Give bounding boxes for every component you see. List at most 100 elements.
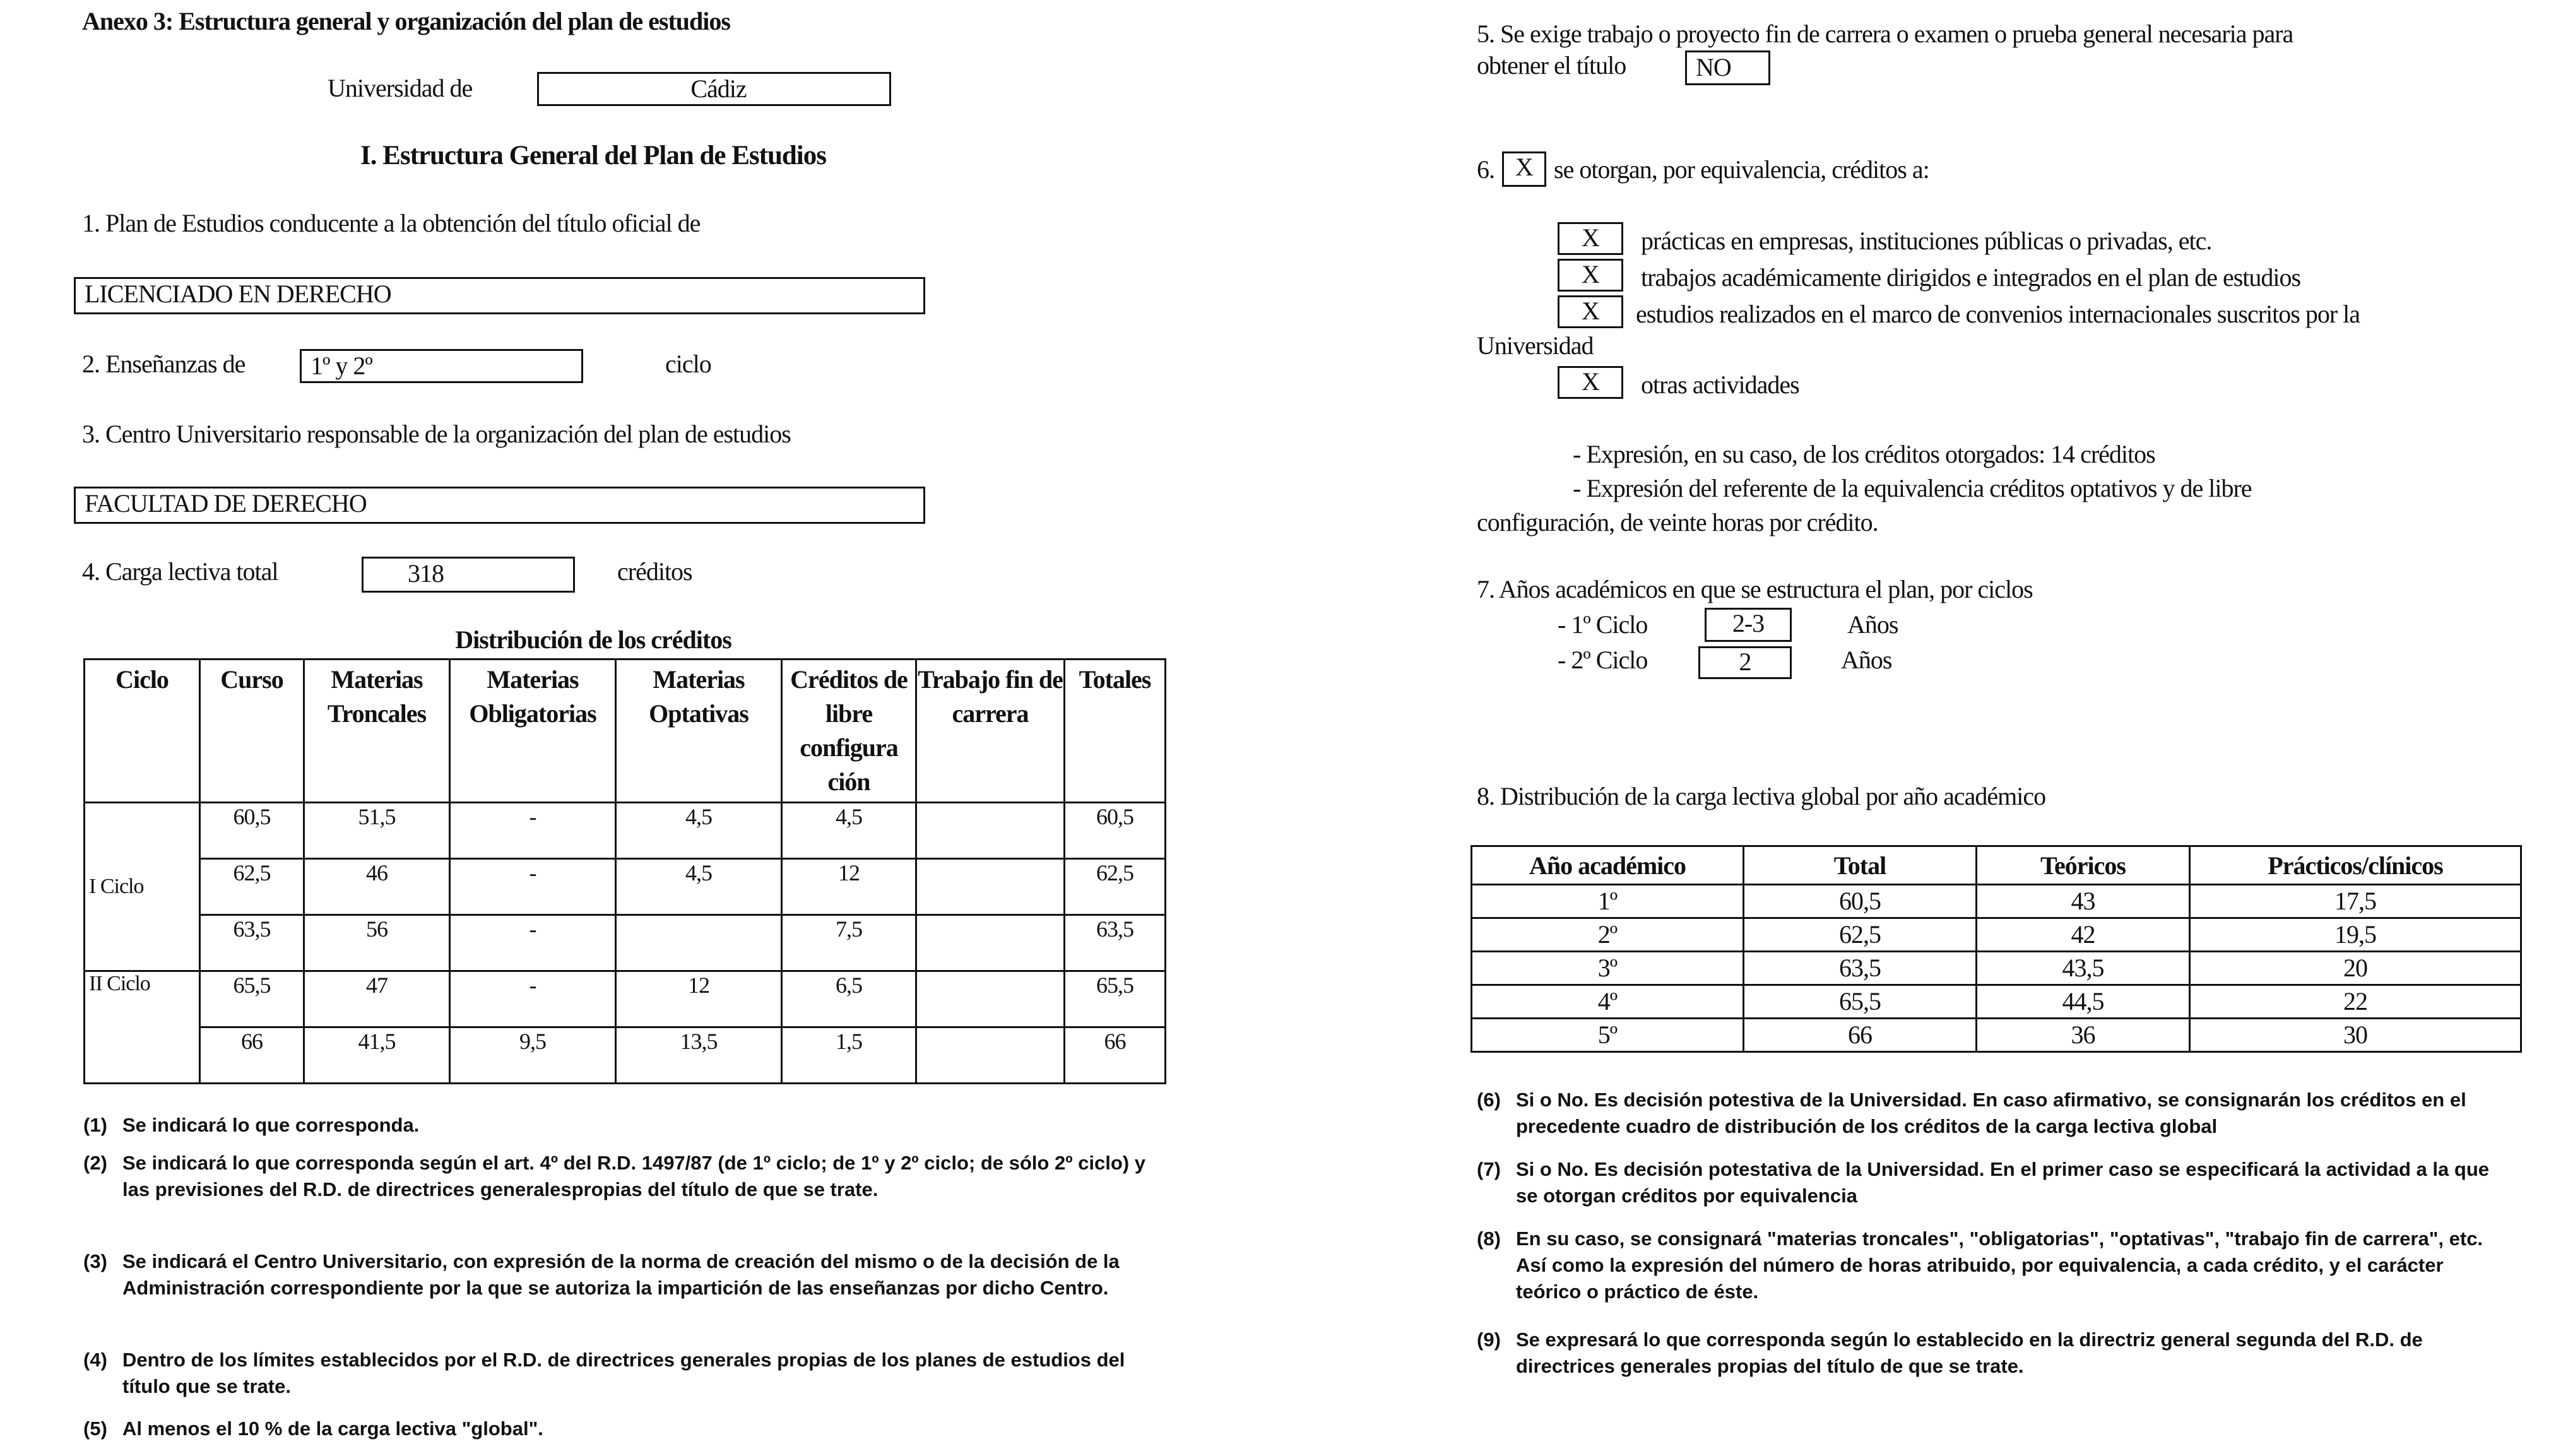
footnote: (6) Si o No. Es decisión potestiva de la … <box>1477 1087 2512 1140</box>
header-practicos: Prácticos/clínicos <box>2189 845 2522 885</box>
footnote: (9) Se expresará lo que corresponda según… <box>1477 1327 2512 1380</box>
q6-number: 6. <box>1477 155 1495 184</box>
cell: 3º <box>1470 950 1744 986</box>
cell: 22 <box>2189 984 2522 1019</box>
center-field: FACULTAD DE DERECHO <box>74 487 925 524</box>
q3-label: 3. Centro Universitario responsable de l… <box>82 420 791 448</box>
cell: 2º <box>1470 917 1744 952</box>
item-otras: otras actividades <box>1641 370 1800 399</box>
header-libre-configuracion: Créditos de libre configura ción <box>781 658 917 803</box>
cell: 62,5 <box>199 858 305 916</box>
table-row: 66 41,5 9,5 13,5 1,5 66 <box>85 1026 1166 1084</box>
footnote-text: Se indicará el Centro Universitario, con… <box>122 1250 1120 1299</box>
header-ciclo: Ciclo <box>83 658 201 803</box>
footnote: (4) Dentro de los límites establecidos po… <box>83 1347 1156 1400</box>
cell: 4,5 <box>615 802 783 860</box>
q5-line2: obtener el título <box>1477 51 1626 80</box>
cell: 17,5 <box>2189 884 2522 919</box>
cell: 12 <box>781 858 917 916</box>
cell: 65,5 <box>199 970 305 1028</box>
q7-cycle2-years-field: 2 <box>1698 646 1792 679</box>
table-row: 63,5 56-7,5 63,5 <box>85 914 1166 972</box>
q1-label: 1. Plan de Estudios conducente a la obte… <box>82 209 701 237</box>
annex-title: Anexo 3: Estructura general y organizaci… <box>82 7 731 35</box>
q7-cycle1-unit: Años <box>1847 610 1898 639</box>
cell: 60,5 <box>199 802 305 860</box>
checkbox-estudios[interactable]: X <box>1558 295 1623 328</box>
cell: 65,5 <box>1063 970 1166 1028</box>
footnote-text: Se expresará lo que corresponda según lo… <box>1516 1329 2423 1377</box>
cell: 63,5 <box>1063 914 1166 972</box>
checkbox-trabajos[interactable]: X <box>1558 259 1623 292</box>
footnote-text: Si o No. Es decisión potestiva de la Uni… <box>1516 1089 2466 1137</box>
cell: 44,5 <box>1975 984 2191 1019</box>
table-row: I Ciclo 60,5 51,5-4,5 4,5 60,5 <box>83 802 1166 972</box>
cell: - <box>449 858 617 916</box>
cycle-cell: II Ciclo <box>83 970 201 1084</box>
checkbox-otras[interactable]: X <box>1558 366 1623 399</box>
q4-label: 4. Carga lectiva total <box>82 557 278 586</box>
cell: 20 <box>2189 950 2522 986</box>
q6-expression-reference: - Expresión del referente de la equivale… <box>1573 474 2252 502</box>
table-row: 5º 66 36 30 <box>1470 1017 2522 1053</box>
header-totales: Totales <box>1063 658 1166 803</box>
cell: 4,5 <box>781 802 917 860</box>
cell: 51,5 <box>303 802 451 860</box>
cell: 1º <box>1470 884 1744 919</box>
q7-label: 7. Años académicos en que se estructura … <box>1477 575 2033 603</box>
header-trabajo-fin-carrera: Trabajo fin de carrera <box>915 658 1065 803</box>
cell: - <box>449 914 617 972</box>
cell: 60,5 <box>1063 802 1166 860</box>
table-row: 62,5 46-4,5 12 62,5 <box>85 858 1166 916</box>
table-header-row: Año académico Total Teóricos Prácticos/c… <box>1470 845 2522 885</box>
cell: 6,5 <box>781 970 917 1028</box>
item-estudios-wrap: Universidad <box>1477 331 1594 360</box>
load-per-year-table: Año académico Total Teóricos Prácticos/c… <box>1470 845 2522 1053</box>
cell: 7,5 <box>781 914 917 972</box>
table-header-row: Ciclo Curso Materias Troncales Materias … <box>83 658 1166 803</box>
q7-cycle1-years-field: 2-3 <box>1705 608 1792 642</box>
cell <box>915 1026 1065 1084</box>
q2-label: 2. Enseñanzas de <box>82 350 246 378</box>
footnote-number: (5) <box>83 1418 107 1440</box>
cell <box>915 802 1065 860</box>
footnote: (3) Se indicará el Centro Universitario, … <box>83 1248 1156 1301</box>
cell: - <box>449 970 617 1028</box>
q7-cycle1-label: - 1º Ciclo <box>1558 610 1648 639</box>
credits-distribution-table: Ciclo Curso Materias Troncales Materias … <box>83 658 1166 1084</box>
cell: 62,5 <box>1063 858 1166 916</box>
header-troncales: Materias Troncales <box>303 658 451 803</box>
header-total: Total <box>1743 845 1977 885</box>
q7-cycle2-label: - 2º Ciclo <box>1558 646 1648 674</box>
cell: 5º <box>1470 1017 1744 1053</box>
cell: 4º <box>1470 984 1744 1019</box>
checkbox-practicas[interactable]: X <box>1558 222 1623 255</box>
cycle-field: 1º y 2º <box>300 349 583 383</box>
university-field: Cádiz <box>537 72 891 106</box>
cell: 43 <box>1975 884 2191 919</box>
table-row: 2º 62,5 42 19,5 <box>1470 917 2522 952</box>
footnote: (8) En su caso, se consignará "materias t… <box>1477 1226 2512 1305</box>
footnote-number: (3) <box>83 1250 107 1272</box>
university-label: Universidad de <box>328 74 473 102</box>
footnote: (1) Se indicará lo que corresponda. <box>83 1112 1156 1139</box>
item-estudios: estudios realizados en el marco de conve… <box>1636 300 2360 328</box>
table-row: II Ciclo 65,5 47-12 6,5 65,5 <box>83 970 1166 1084</box>
cell: 62,5 <box>1743 917 1977 952</box>
q6-label: se otorgan, por equivalencia, créditos a… <box>1554 155 1930 184</box>
cell <box>915 914 1065 972</box>
cell: 42 <box>1975 917 2191 952</box>
equivalence-checkbox[interactable]: X <box>1502 151 1546 187</box>
footnote-number: (8) <box>1477 1228 1501 1250</box>
cell: 66 <box>1743 1017 1977 1053</box>
cycle-cell: I Ciclo <box>83 802 201 972</box>
footnote-text: Se indicará lo que corresponda. <box>122 1114 420 1136</box>
footnote: (5) Al menos el 10 % de la carga lectiva … <box>83 1416 1156 1442</box>
cell: 56 <box>303 914 451 972</box>
footnote-text: Si o No. Es decisión potestativa de la U… <box>1516 1158 2489 1207</box>
cell <box>615 914 783 972</box>
header-teoricos: Teóricos <box>1975 845 2191 885</box>
footnote-number: (7) <box>1477 1158 1501 1180</box>
final-project-field: NO <box>1685 50 1770 85</box>
item-trabajos: trabajos académicamente dirigidos e inte… <box>1641 263 2301 292</box>
